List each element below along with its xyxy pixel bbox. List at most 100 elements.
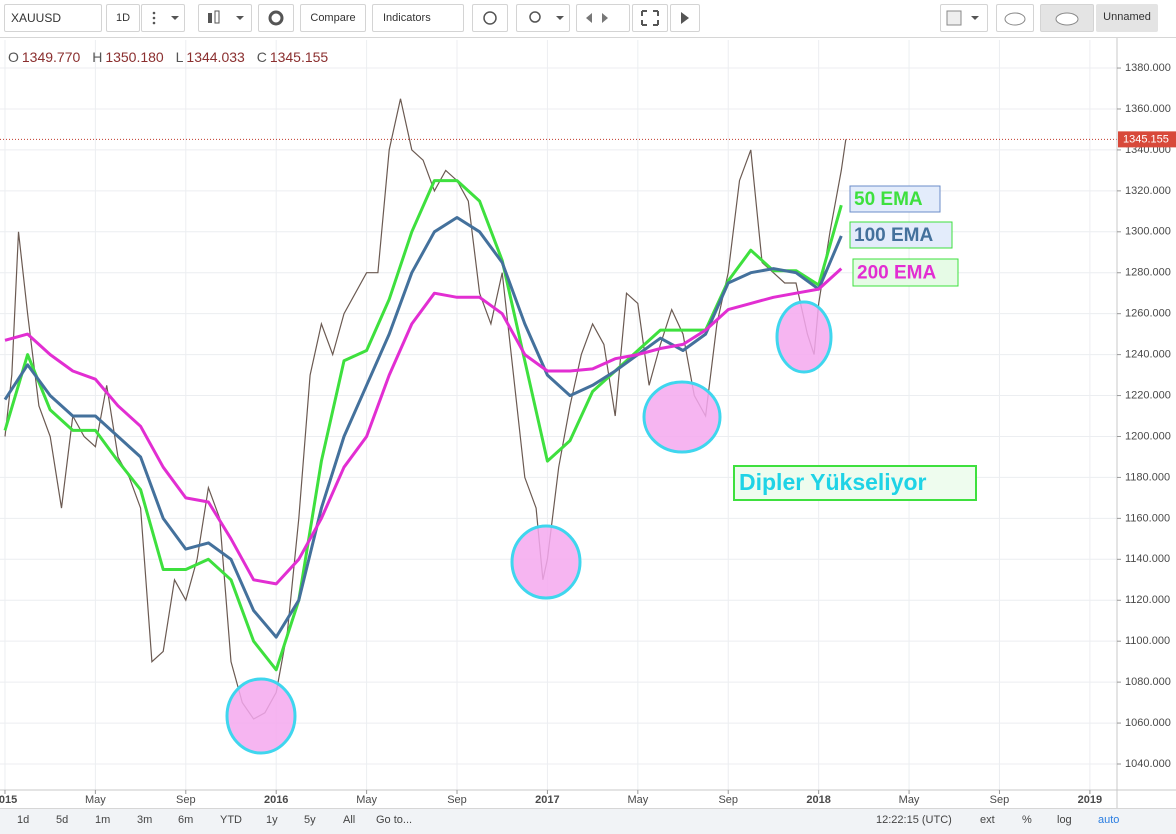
y-tick-label: 1100.000 (1125, 635, 1170, 647)
plot-area (0, 38, 1117, 790)
load-button[interactable] (996, 4, 1034, 32)
range-button[interactable]: 1d (17, 814, 30, 826)
annotation-box (733, 465, 977, 501)
x-tick-label: Sep (447, 794, 467, 806)
x-tick-label: 2017 (535, 794, 559, 806)
x-tick-label: 2019 (1078, 794, 1102, 806)
goto-button[interactable]: Go to... (376, 814, 413, 826)
ema-line (4, 267, 843, 586)
interval-menu[interactable] (141, 4, 185, 32)
ohlc-label: C (256, 49, 267, 65)
chart-style-button[interactable] (198, 4, 252, 32)
icon (1004, 12, 1026, 26)
icon (641, 10, 659, 26)
x-tick-label: 2016 (264, 794, 288, 806)
x-tick-label: Sep (176, 794, 196, 806)
y-tick-label: 1220.000 (1125, 389, 1171, 401)
compare-button[interactable]: Compare (300, 4, 366, 32)
save-button[interactable] (1040, 4, 1094, 32)
replay-button[interactable] (670, 4, 700, 32)
layout-button[interactable] (940, 4, 988, 32)
range-button[interactable]: All (343, 814, 356, 826)
ema-label: 100 EMA (854, 225, 933, 246)
range-button[interactable]: 1m (95, 814, 111, 826)
range-button[interactable]: 6m (178, 814, 194, 826)
y-tick-label: 1240.000 (1125, 349, 1171, 361)
ohlc-value: 1349.770 (21, 49, 81, 65)
icon (1055, 12, 1079, 26)
icon (268, 10, 284, 26)
series-layer (0, 98, 1117, 720)
percent-toggle[interactable]: % (1022, 814, 1032, 826)
y-tick-label: 1040.000 (1125, 758, 1171, 770)
templates-button[interactable] (516, 4, 570, 32)
ohlc-value: 1344.033 (186, 49, 245, 65)
ohlc-label: L (175, 49, 184, 65)
y-tick-label: 1380.000 (1125, 62, 1171, 74)
symbol-input[interactable]: XAUUSD (4, 4, 102, 32)
y-tick-label: 1180.000 (1125, 471, 1170, 483)
range-button[interactable]: 5y (304, 814, 316, 826)
ema-label: 50 EMA (854, 189, 923, 210)
auto-toggle[interactable]: auto (1098, 814, 1120, 826)
indicators-button[interactable]: Indicators (372, 4, 464, 32)
y-tick-label: 1320.000 (1125, 185, 1171, 197)
x-tick-label: Sep (718, 794, 738, 806)
log-toggle[interactable]: log (1057, 814, 1072, 826)
x-tick-label: 2015 (0, 794, 17, 806)
dip-circle (225, 677, 297, 755)
last-price-label: 1345.155 (1123, 133, 1169, 145)
ema-line (3, 216, 843, 639)
ext-toggle[interactable]: ext (980, 814, 995, 826)
interval-button[interactable]: 1D (106, 4, 140, 32)
y-tick-label: 1280.000 (1125, 267, 1171, 279)
range-button[interactable]: 3m (137, 814, 153, 826)
ohlc-value: 1350.180 (105, 49, 164, 65)
range-button[interactable]: 5d (56, 814, 69, 826)
x-tick-label: May (356, 794, 377, 806)
ohlc-value: 1345.155 (269, 49, 329, 65)
x-tick-label: May (627, 794, 648, 806)
y-tick-label: 1140.000 (1125, 553, 1170, 565)
ema-label-box (849, 221, 953, 249)
dip-circle (775, 300, 833, 374)
top-toolbar: XAUUSD 1D Compare Indicators Unnamed (0, 0, 1176, 38)
x-tick-label: May (899, 794, 920, 806)
settings-button[interactable] (258, 4, 294, 32)
alert-button[interactable] (472, 4, 508, 32)
undo-redo[interactable] (576, 4, 630, 32)
x-tick-label: May (85, 794, 106, 806)
ohlc-legend: O 1349.770 H 1350.180 L 1344.033 C 1345.155 (8, 49, 336, 65)
ema-label: 200 EMA (857, 263, 936, 284)
y-tick-label: 1300.000 (1125, 226, 1171, 238)
ema-label-box (852, 258, 959, 287)
ohlc-label: H (92, 49, 103, 65)
ema-line (3, 179, 843, 672)
bottom-toolbar: Go to... 12:22:15 (UTC) ext % log auto 1… (0, 808, 1176, 834)
y-tick-label: 1260.000 (1125, 308, 1171, 320)
x-tick-label: Sep (990, 794, 1010, 806)
x-tick-label: 2018 (806, 794, 830, 806)
last-price-tag (1118, 131, 1176, 148)
icon (152, 11, 179, 25)
y-tick-label: 1080.000 (1125, 676, 1171, 688)
fullscreen-button[interactable] (632, 4, 668, 32)
annotation: Dipler Yükseliyor (739, 469, 927, 495)
clock: 12:22:15 (UTC) (876, 814, 952, 826)
icon (946, 10, 979, 26)
range-button[interactable]: YTD (220, 814, 242, 826)
range-button[interactable]: 1y (266, 814, 278, 826)
dip-circle (510, 524, 582, 600)
dip-circle (642, 380, 722, 454)
ema-label-box (849, 185, 941, 213)
y-tick-label: 1060.000 (1125, 717, 1171, 729)
annotations: 50 EMA 100 EMA 200 EMA Dipler Yükseliyor (733, 185, 977, 501)
icon (483, 11, 497, 25)
icon (529, 11, 564, 23)
icon (586, 13, 608, 23)
y-tick-label: 1360.000 (1125, 103, 1171, 115)
layout-name[interactable]: Unnamed (1096, 4, 1158, 32)
y-tick-label: 1120.000 (1125, 594, 1170, 606)
